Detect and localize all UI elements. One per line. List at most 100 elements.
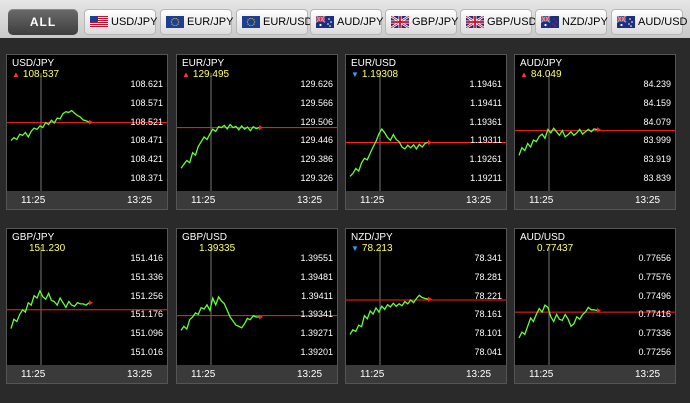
y-tick-label: 84.079 xyxy=(643,116,671,127)
y-tick-label: 1.39271 xyxy=(300,328,333,339)
y-tick-label: 84.239 xyxy=(643,79,671,89)
x-tick-label: 11:25 xyxy=(529,369,554,380)
pair-label: AUD/USD xyxy=(520,232,566,243)
price-plot xyxy=(515,247,675,365)
current-price-marker xyxy=(428,296,432,302)
y-tick-label: 1.19261 xyxy=(469,154,502,165)
price-series-line xyxy=(349,294,429,335)
y-tick-label: 1.19361 xyxy=(469,116,502,127)
y-tick-label: 129.446 xyxy=(300,135,333,146)
y-tick-label: 0.77576 xyxy=(638,271,671,282)
y-tick-label: 151.336 xyxy=(130,271,163,282)
y-tick-label: 78.041 xyxy=(474,347,502,357)
price-plot xyxy=(346,73,506,191)
price-readout: 1.39335 xyxy=(199,243,235,254)
y-tick-label: 1.19211 xyxy=(470,173,502,183)
y-tick-label: 0.77336 xyxy=(638,328,671,339)
price-series-line xyxy=(180,295,259,331)
pair-label: USD/JPY xyxy=(12,58,55,69)
current-price: 1.19308 xyxy=(361,69,399,80)
price-plot xyxy=(346,247,506,365)
y-tick-label: 1.19311 xyxy=(470,135,502,146)
up-arrow-icon: ▲ xyxy=(182,70,190,79)
price-readout: ▲ 84.049 xyxy=(520,69,562,80)
y-tick-label: 151.016 xyxy=(130,347,163,357)
y-tick-label: 108.571 xyxy=(130,97,163,108)
tab-label: GBP/JPY xyxy=(412,16,459,28)
tab-label: AUD/JPY xyxy=(337,16,384,28)
tab-eur-jpy[interactable]: EUR/JPY xyxy=(160,9,234,35)
current-price: 151.230 xyxy=(29,243,66,254)
chart-gbp-jpy[interactable]: GBP/JPY 151.230 151.416 151.336 151.256 151.1… xyxy=(6,228,168,384)
price-readout: 151.230 xyxy=(29,243,65,254)
y-tick-label: 129.326 xyxy=(300,173,333,183)
y-tick-label: 78.341 xyxy=(474,253,502,263)
chart-grid: USD/JPY ▲ 108.537 108.621 108.571 108.521 108.… xyxy=(0,38,690,403)
y-tick-label: 1.19461 xyxy=(469,79,502,89)
time-axis xyxy=(7,365,167,383)
time-axis xyxy=(177,365,337,383)
price-series-line xyxy=(180,123,260,169)
x-tick-label: 11:25 xyxy=(529,195,554,206)
chart-nzd-jpy[interactable]: NZD/JPY ▼ 78.213 78.341 78.281 78.221 78.161 78… xyxy=(345,228,507,384)
pair-label: GBP/USD xyxy=(182,232,228,243)
x-tick-label: 11:25 xyxy=(191,195,216,206)
chart-aud-usd[interactable]: AUD/USD 0.77437 0.77656 0.77576 0.77496 0.774… xyxy=(514,228,676,384)
y-tick-label: 151.176 xyxy=(130,309,163,320)
x-tick-label: 11:25 xyxy=(21,369,46,380)
price-readout: ▼ 1.19308 xyxy=(351,69,398,80)
tab-nzd-jpy[interactable]: NZD/JPY xyxy=(535,9,608,35)
tab-label: EUR/USD xyxy=(263,16,313,28)
x-tick-label: 11:25 xyxy=(21,195,46,206)
tab-usd-jpy[interactable]: USD/JPY xyxy=(84,9,157,35)
pair-label: EUR/JPY xyxy=(182,58,225,69)
eu-flag-icon xyxy=(242,16,260,28)
pair-label: EUR/USD xyxy=(351,58,397,69)
price-series-line xyxy=(349,127,429,177)
y-tick-label: 108.471 xyxy=(130,135,163,146)
price-readout: ▲ 108.537 xyxy=(12,69,59,80)
chart-eur-usd[interactable]: EUR/USD ▼ 1.19308 1.19461 1.19411 1.19361 1.19… xyxy=(345,54,507,210)
price-plot xyxy=(515,73,675,191)
pair-label: AUD/JPY xyxy=(520,58,563,69)
time-axis xyxy=(515,191,675,209)
current-price: 84.049 xyxy=(530,69,562,80)
y-tick-label: 83.839 xyxy=(643,173,671,183)
x-tick-label: 13:25 xyxy=(466,195,492,206)
y-tick-label: 151.096 xyxy=(130,328,163,339)
pair-tab-bar: ALL USD/JPY EUR/JPY EUR/USD AUD/JPY GBP/JPY G… xyxy=(0,0,690,38)
current-price: 0.77437 xyxy=(537,243,574,254)
tab-all[interactable]: ALL xyxy=(8,9,78,35)
tab-label: NZD/JPY xyxy=(562,16,608,28)
x-tick-label: 13:25 xyxy=(127,195,153,206)
tab-gbp-usd[interactable]: GBP/USD xyxy=(460,9,537,35)
y-tick-label: 1.19411 xyxy=(470,97,502,108)
chart-aud-jpy[interactable]: AUD/JPY ▲ 84.049 84.239 84.159 84.079 83.999 83… xyxy=(514,54,676,210)
tab-aud-jpy[interactable]: AUD/JPY xyxy=(310,9,384,35)
y-tick-label: 0.77656 xyxy=(638,253,671,263)
y-tick-label: 108.421 xyxy=(130,154,163,165)
y-tick-label: 83.919 xyxy=(643,154,671,165)
tab-aud-usd[interactable]: AUD/USD xyxy=(611,9,688,35)
y-tick-label: 129.386 xyxy=(300,154,333,165)
tab-gbp-jpy[interactable]: GBP/JPY xyxy=(385,9,459,35)
price-plot xyxy=(177,73,337,191)
price-series-line xyxy=(518,127,598,156)
tab-label: EUR/JPY xyxy=(187,16,234,28)
current-price: 78.213 xyxy=(361,243,393,254)
chart-gbp-usd[interactable]: GBP/USD 1.39335 1.39551 1.39481 1.39411 1.393… xyxy=(176,228,338,384)
uk-flag-icon xyxy=(466,16,484,28)
down-arrow-icon: ▼ xyxy=(351,70,359,79)
y-tick-label: 1.39411 xyxy=(301,290,333,301)
y-tick-label: 0.77496 xyxy=(638,290,671,301)
price-plot xyxy=(7,73,167,191)
pair-label: NZD/JPY xyxy=(351,232,393,243)
y-tick-label: 78.281 xyxy=(474,271,502,282)
y-tick-label: 108.521 xyxy=(130,116,163,127)
chart-eur-jpy[interactable]: EUR/JPY ▲ 129.495 129.626 129.566 129.506 129.… xyxy=(176,54,338,210)
current-price-marker xyxy=(89,119,93,125)
chart-usd-jpy[interactable]: USD/JPY ▲ 108.537 108.621 108.571 108.521 108.… xyxy=(6,54,168,210)
y-tick-label: 1.39341 xyxy=(300,309,333,320)
tab-eur-usd[interactable]: EUR/USD xyxy=(236,9,313,35)
current-price: 108.537 xyxy=(22,69,60,80)
